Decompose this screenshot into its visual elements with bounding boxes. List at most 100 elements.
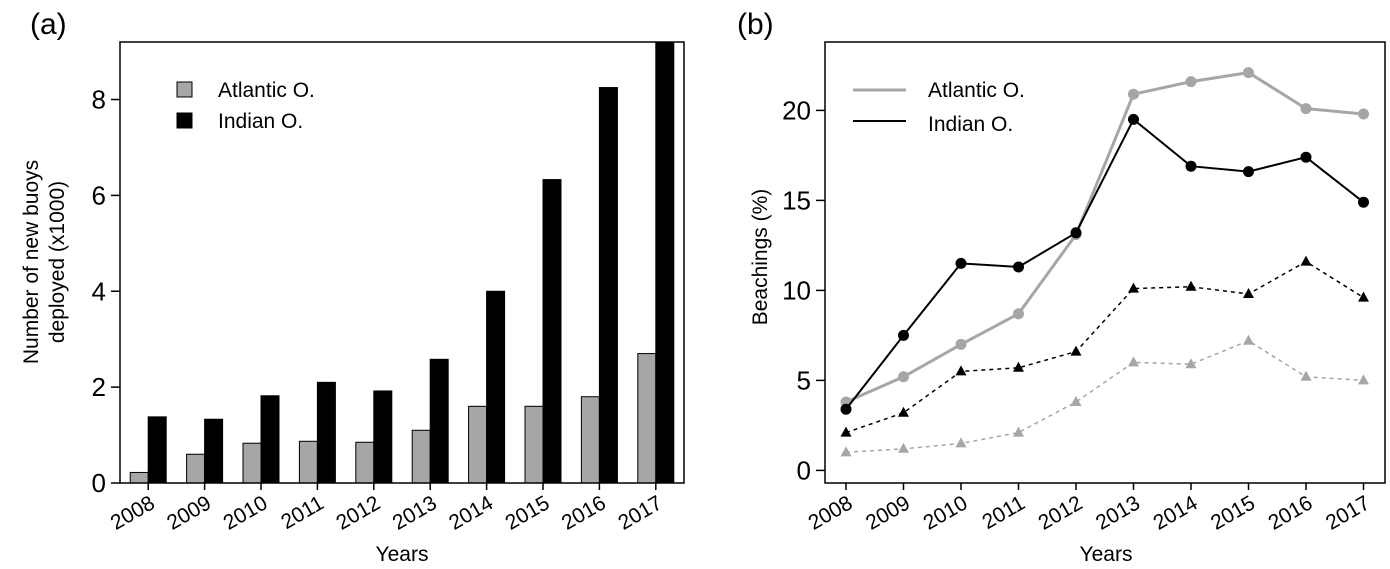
- x-tick-label: 2015: [502, 491, 554, 534]
- x-tick-label: 2013: [1092, 491, 1144, 534]
- series-2-point-2008: [840, 446, 852, 457]
- x-tick-label: 2008: [107, 491, 159, 534]
- panel-a-xlabel: Years: [376, 543, 429, 566]
- series-1-point-2017: [1358, 196, 1369, 208]
- panel-b-legend: Atlantic O. Indian O.: [853, 79, 1025, 136]
- series-3-point-2015: [1243, 288, 1254, 298]
- series-1-point-2013: [1128, 113, 1139, 125]
- bar-indian-2008: [147, 416, 167, 484]
- series-0-point-2009: [898, 371, 909, 383]
- bar-indian-2009: [204, 418, 224, 484]
- y-tick-label: 5: [797, 365, 811, 395]
- x-tick-label: 2017: [614, 491, 666, 534]
- y-tick-label: 0: [797, 455, 811, 485]
- bar-indian-2010: [260, 395, 280, 484]
- legend-swatch-atlantic: [176, 81, 193, 98]
- series-2-point-2013: [1128, 356, 1139, 367]
- legend-label-atlantic-b: Atlantic O.: [928, 79, 1025, 102]
- y-tick-label: 20: [782, 95, 811, 125]
- series-1-point-2012: [1070, 227, 1082, 239]
- series-0-point-2010: [955, 338, 967, 350]
- series-1-point-2016: [1300, 151, 1312, 163]
- bar-indian-2015: [542, 179, 562, 484]
- series-2-point-2010: [955, 437, 967, 448]
- legend-label-indian: Indian O.: [218, 110, 303, 133]
- series-2-point-2014: [1185, 358, 1197, 369]
- series-line-1: [845, 117, 1365, 410]
- series-1-point-2009: [898, 329, 909, 341]
- panel-b-y-axis: 0 5 10 15 20: [782, 95, 825, 485]
- x-tick-label: 2016: [558, 491, 610, 534]
- series-1-point-2015: [1243, 166, 1254, 178]
- series-0-point-2015: [1243, 67, 1254, 79]
- series-2-point-2009: [898, 442, 909, 453]
- series-3-point-2010: [955, 365, 967, 376]
- panel-b-x-axis: 2008 2009 2010 2011 2012 2013 2014 2015 2016 2017: [805, 483, 1374, 535]
- series-1-point-2014: [1185, 160, 1197, 172]
- x-tick-label: 2008: [805, 491, 857, 534]
- panel-b-line-chart: (b) Beachings (%) Years 0 5 10 15 20 2008 200…: [737, 8, 1386, 566]
- x-tick-label: 2014: [1150, 491, 1202, 534]
- panel-b-label: (b): [737, 8, 774, 41]
- series-line-3: [845, 260, 1364, 434]
- bar-atlantic-2010: [242, 442, 262, 484]
- x-tick-label: 2017: [1322, 491, 1374, 534]
- y-tick-label: 10: [782, 275, 811, 305]
- bar-atlantic-2012: [355, 441, 375, 484]
- panel-b-ylabel: Beachings (%): [749, 189, 772, 326]
- panel-a-y-axis: 0 2 4 6 8: [92, 85, 120, 498]
- series-2-point-2017: [1358, 374, 1369, 385]
- y-tick-label: 0: [92, 468, 106, 498]
- series-3-point-2013: [1128, 282, 1139, 293]
- x-tick-label: 2012: [1035, 491, 1087, 534]
- panel-a-ylabel-line1: Number of new buoys: [20, 160, 43, 364]
- series-3-point-2009: [898, 406, 909, 417]
- series-0-point-2014: [1185, 76, 1197, 88]
- x-tick-label: 2011: [277, 491, 328, 534]
- series-1-point-2010: [955, 257, 967, 269]
- series-3-point-2008: [840, 426, 852, 437]
- series-0-point-2016: [1300, 103, 1312, 115]
- x-tick-label: 2011: [978, 491, 1029, 534]
- y-tick-label: 15: [782, 185, 811, 215]
- panel-b-plot-frame: [824, 41, 1386, 484]
- panel-a-bar-chart: (a) Number of new buoys deployed (x1000)…: [20, 8, 685, 566]
- series-3-point-2012: [1070, 345, 1082, 356]
- y-tick-label: 4: [92, 276, 106, 306]
- bar-atlantic-2009: [186, 453, 206, 484]
- x-tick-label: 2012: [332, 491, 384, 534]
- y-tick-label: 8: [92, 85, 106, 115]
- y-tick-label: 6: [92, 180, 106, 210]
- bar-indian-2011: [316, 381, 336, 484]
- bar-atlantic-2008: [129, 471, 149, 484]
- panel-b-xlabel: Years: [1080, 543, 1133, 566]
- legend-label-atlantic: Atlantic O.: [218, 79, 315, 102]
- x-tick-label: 2009: [163, 491, 215, 534]
- bar-indian-2017: [655, 41, 675, 484]
- series-3-point-2014: [1185, 280, 1197, 291]
- series-line-0: [845, 71, 1364, 404]
- series-0-point-2011: [1013, 308, 1024, 320]
- series-line-2: [845, 339, 1364, 454]
- series-3-point-2011: [1013, 361, 1024, 372]
- bar-atlantic-2016: [580, 396, 600, 484]
- x-tick-label: 2015: [1207, 491, 1259, 534]
- bar-atlantic-2011: [298, 440, 318, 484]
- series-3-point-2016: [1300, 255, 1312, 266]
- panel-a-bars: [129, 41, 675, 484]
- y-tick-label: 2: [92, 372, 106, 402]
- bar-indian-2012: [373, 390, 393, 484]
- series-0-point-2013: [1128, 88, 1139, 100]
- panel-a-label: (a): [30, 8, 67, 41]
- x-tick-label: 2009: [862, 491, 914, 534]
- x-tick-label: 2013: [389, 491, 441, 534]
- panel-a-x-axis: 2008 2009 2010 2011 2012 2013 2014 2015 2016 2017: [107, 483, 666, 535]
- panel-a-legend: Atlantic O. Indian O.: [176, 79, 315, 133]
- panel-b-series: [840, 67, 1369, 457]
- series-0-point-2017: [1358, 108, 1369, 120]
- legend-label-indian-b: Indian O.: [928, 113, 1013, 136]
- legend-swatch-indian: [176, 112, 193, 129]
- bar-atlantic-2014: [468, 405, 488, 484]
- bar-indian-2014: [486, 290, 506, 484]
